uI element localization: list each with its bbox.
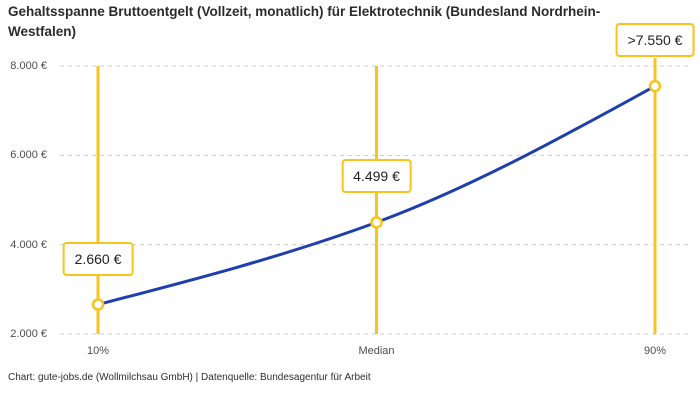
value-label: 4.499 €	[341, 159, 412, 194]
y-tick-label: 2.000 €	[10, 328, 47, 340]
y-tick-label: 8.000 €	[10, 60, 47, 72]
data-point	[370, 216, 383, 229]
y-tick-label: 4.000 €	[10, 238, 47, 251]
chart-title: Gehaltsspanne Bruttoentgelt (Vollzeit, m…	[8, 4, 601, 39]
y-tick-label: 6.000 €	[10, 149, 47, 162]
chart-credit: Chart: gute-jobs.de (Wollmilchsau GmbH) …	[8, 372, 371, 383]
value-label: 2.660 €	[62, 241, 134, 276]
data-point	[91, 298, 105, 311]
value-label: >7.550 €	[615, 23, 695, 58]
x-tick-label: 90%	[643, 345, 667, 357]
x-tick-label: 10%	[86, 345, 110, 357]
data-point	[648, 79, 662, 93]
x-tick-label: Median	[358, 345, 395, 357]
